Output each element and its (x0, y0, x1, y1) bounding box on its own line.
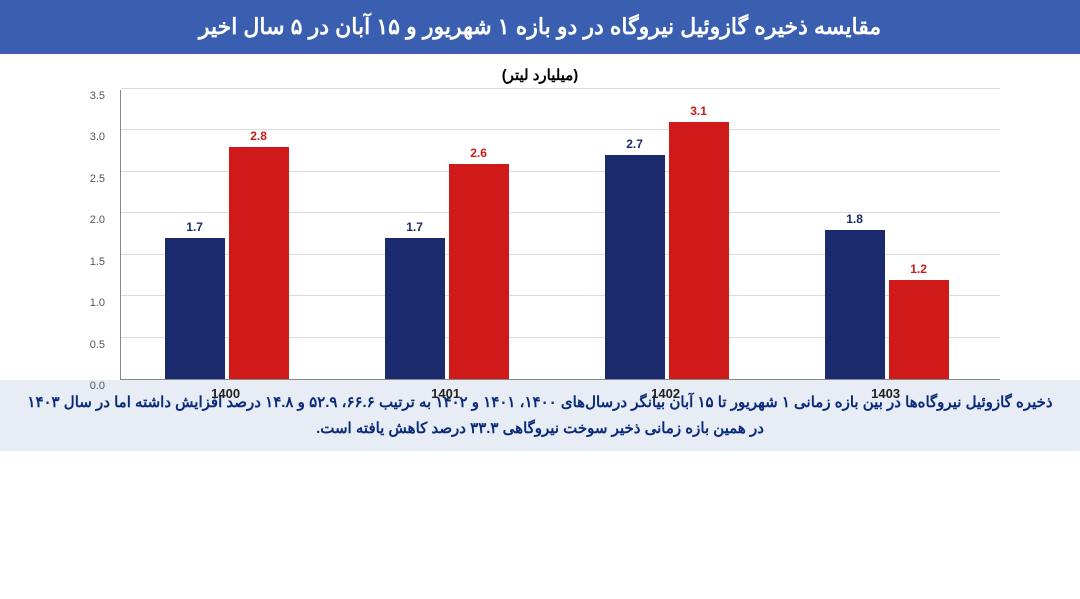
footer-note: ذخیره گازوئیل نیروگاه‌ها در بین بازه زما… (0, 380, 1080, 451)
y-tick-label: 0.0 (60, 380, 105, 392)
bar-value-label: 1.8 (825, 212, 885, 226)
x-tick-label: 1403 (871, 386, 900, 401)
bar-group: 1.72.8 (165, 147, 289, 379)
bar-value-label: 1.7 (385, 220, 445, 234)
y-tick-label: 2.5 (60, 173, 105, 185)
bar-value-label: 1.7 (165, 220, 225, 234)
bar-series-a: 1.8 (825, 230, 885, 379)
chart-subtitle: (میلیارد لیتر) (0, 66, 1080, 84)
bar-series-b: 3.1 (669, 122, 729, 379)
y-tick-label: 1.5 (60, 256, 105, 268)
bar-value-label: 2.8 (229, 129, 289, 143)
bar-series-b: 2.8 (229, 147, 289, 379)
grid-line (121, 88, 1000, 89)
plot-region: 1.72.81.72.62.73.11.81.2 (120, 90, 1000, 380)
bar-value-label: 2.6 (449, 146, 509, 160)
x-tick-label: 1401 (431, 386, 460, 401)
y-axis: 0.00.51.01.52.02.53.03.5 (60, 90, 110, 380)
bar-series-a: 2.7 (605, 155, 665, 379)
y-tick-label: 2.0 (60, 214, 105, 226)
subtitle-text: (میلیارد لیتر) (502, 67, 579, 84)
bar-value-label: 3.1 (669, 104, 729, 118)
y-tick-label: 1.0 (60, 297, 105, 309)
y-tick-label: 3.5 (60, 90, 105, 102)
bar-group: 2.73.1 (605, 122, 729, 379)
x-tick-label: 1400 (211, 386, 240, 401)
bar-value-label: 2.7 (605, 137, 665, 151)
bar-series-b: 1.2 (889, 280, 949, 379)
bar-series-b: 2.6 (449, 164, 509, 379)
bar-group: 1.72.6 (385, 164, 509, 379)
bar-series-a: 1.7 (165, 238, 225, 379)
bar-value-label: 1.2 (889, 262, 949, 276)
header-bar: مقایسه ذخیره گازوئیل نیروگاه در دو بازه … (0, 0, 1080, 54)
y-tick-label: 3.0 (60, 131, 105, 143)
header-title: مقایسه ذخیره گازوئیل نیروگاه در دو بازه … (199, 14, 881, 39)
x-tick-label: 1402 (651, 386, 680, 401)
bar-group: 1.81.2 (825, 230, 949, 379)
chart-area: 0.00.51.01.52.02.53.03.5 1.72.81.72.62.7… (60, 90, 1020, 380)
bar-series-a: 1.7 (385, 238, 445, 379)
y-tick-label: 0.5 (60, 339, 105, 351)
